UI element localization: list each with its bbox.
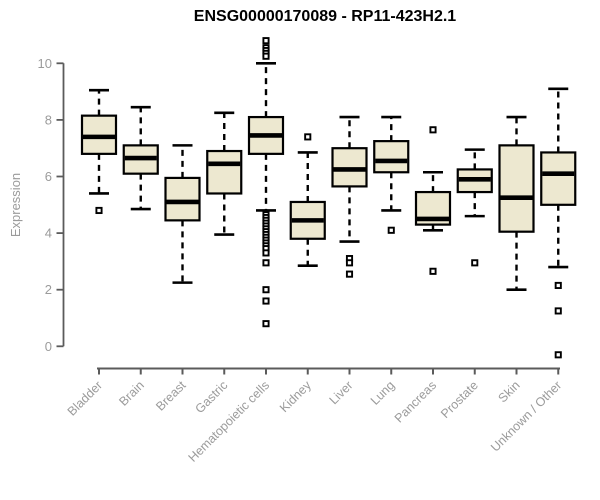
iqr-box — [498, 144, 535, 233]
x-tick-label: Gastric — [192, 378, 230, 416]
x-tick-label: Brain — [116, 378, 147, 409]
x-tick-label: Liver — [327, 378, 356, 407]
iqr-box — [206, 149, 243, 195]
outlier-point — [554, 351, 562, 359]
x-tick-label: Breast — [153, 378, 189, 414]
y-tick-label: 2 — [45, 282, 52, 297]
chart-title: ENSG00000170089 - RP11-423H2.1 — [193, 8, 457, 25]
x-tick-label: Bladder — [65, 378, 105, 418]
x-tick-label: Skin — [496, 378, 523, 405]
outlier-point — [345, 270, 354, 278]
outlier-point — [262, 52, 270, 60]
outlier-point — [262, 37, 270, 45]
y-tick-label: 8 — [45, 112, 52, 127]
outlier-point — [387, 226, 395, 234]
x-tick-label: Hematopoietic cells — [186, 378, 273, 465]
outlier-point — [262, 259, 270, 267]
y-tick-label: 10 — [38, 56, 52, 71]
x-tick-label: Prostate — [438, 378, 481, 421]
x-tick-label: Unknown / Other — [488, 378, 564, 454]
outlier-point — [554, 307, 562, 315]
outlier-point — [304, 133, 312, 141]
outlier-point — [429, 267, 437, 275]
outlier-point — [262, 297, 270, 305]
y-tick-label: 6 — [45, 169, 52, 184]
outlier-point — [554, 281, 562, 290]
outlier-point — [471, 259, 479, 267]
outlier-point — [345, 259, 354, 267]
x-tick-label: Lung — [368, 378, 398, 408]
outlier-point — [262, 249, 270, 257]
iqr-box — [373, 140, 410, 174]
outlier-point — [262, 320, 270, 328]
iqr-box — [540, 151, 577, 206]
x-tick-label: Kidney — [277, 378, 314, 415]
outlier-point — [262, 286, 270, 294]
outlier-point — [95, 206, 103, 215]
x-tick-label: Pancreas — [392, 378, 439, 425]
outlier-point — [429, 126, 437, 134]
y-tick-label: 4 — [45, 226, 52, 241]
y-tick-label: 0 — [45, 339, 52, 354]
iqr-box — [164, 176, 201, 222]
